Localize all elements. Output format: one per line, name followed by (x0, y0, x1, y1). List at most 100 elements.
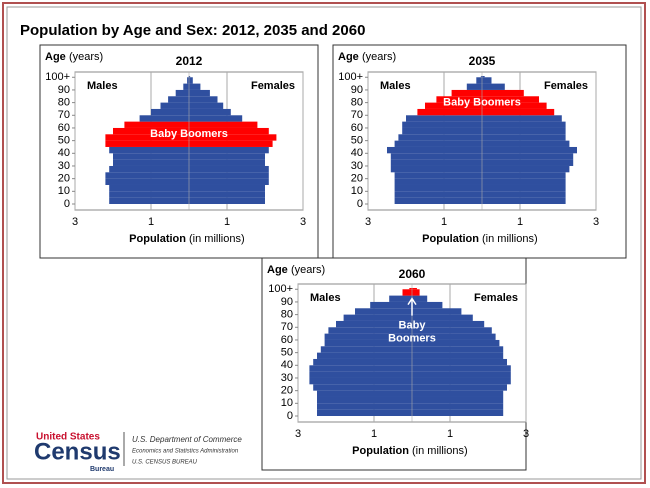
bar (412, 371, 511, 378)
bar (412, 358, 507, 366)
bar (109, 146, 189, 154)
legend-label: Males (87, 80, 118, 92)
bar (412, 288, 417, 290)
bar (412, 346, 504, 353)
bar (482, 134, 566, 141)
bar (394, 191, 482, 198)
legend-label: Females (474, 292, 518, 304)
legend-label: Males (380, 80, 411, 92)
x-tick-label: 3 (523, 428, 529, 440)
x-tick-label: 3 (365, 216, 371, 228)
chart-title: 2012 (176, 54, 203, 68)
bar (406, 115, 482, 122)
page-title: Population by Age and Sex: 2012, 2035 an… (20, 22, 365, 39)
bar (394, 178, 482, 185)
bar (394, 172, 482, 179)
bar (482, 197, 566, 204)
x-tick-label: 1 (371, 428, 377, 440)
bar (412, 403, 504, 410)
bar (187, 77, 189, 84)
x-axis-label: Population (129, 233, 186, 245)
bar (482, 102, 547, 109)
x-axis-label-unit: (in millions) (189, 233, 245, 245)
y-tick-label: 30 (281, 372, 293, 384)
annotation: Baby Boomers (388, 320, 436, 345)
x-axis-label-unit: (in millions) (482, 233, 538, 245)
bar (124, 121, 189, 128)
bar (313, 384, 412, 391)
x-tick-label: 1 (517, 216, 523, 228)
bar (482, 89, 524, 97)
bar (105, 140, 189, 147)
y-axis-label: Age (267, 264, 288, 276)
x-tick-label: 3 (593, 216, 599, 228)
bar (189, 153, 265, 160)
bar (189, 172, 269, 179)
bar (317, 352, 412, 359)
bar (390, 159, 482, 166)
bar (320, 346, 412, 353)
bar (394, 184, 482, 192)
x-tick-label: 1 (447, 428, 453, 440)
y-tick-label: 60 (58, 122, 70, 134)
bar (189, 121, 258, 128)
bar (476, 77, 482, 84)
y-tick-label: 10 (351, 185, 363, 197)
chart-title: 2035 (469, 54, 496, 68)
bar (482, 121, 566, 128)
bar (412, 301, 443, 309)
y-tick-label: 30 (351, 160, 363, 172)
bar (412, 396, 504, 404)
bar (402, 289, 412, 296)
bar (189, 146, 269, 154)
bar (328, 327, 412, 334)
y-tick-label: 100+ (338, 71, 363, 83)
annotation-line: Boomers (388, 333, 436, 345)
logo-bottom: Bureau (90, 466, 114, 473)
bar (189, 127, 269, 135)
bar (482, 178, 566, 185)
bar (109, 197, 189, 204)
slide-inner-border (6, 6, 642, 480)
bar (402, 121, 482, 128)
bar (189, 184, 265, 192)
bar (412, 352, 504, 359)
bar (109, 165, 189, 173)
bar (482, 127, 566, 135)
y-tick-label: 40 (281, 359, 293, 371)
y-tick-label: 50 (281, 347, 293, 359)
bar (189, 108, 231, 116)
bar (398, 134, 482, 141)
y-tick-label: 60 (281, 334, 293, 346)
y-tick-label: 60 (351, 122, 363, 134)
bar (113, 153, 189, 160)
bar (105, 178, 189, 185)
bar (189, 165, 269, 173)
bar (417, 108, 482, 116)
y-tick-label: 90 (351, 84, 363, 96)
y-tick-label: 100+ (45, 71, 70, 83)
bar (139, 115, 189, 122)
bar (189, 83, 201, 90)
bar (389, 295, 412, 302)
bar (160, 102, 189, 109)
bar (390, 165, 482, 173)
bar (394, 140, 482, 147)
bar (189, 159, 265, 166)
bar (482, 165, 570, 173)
y-tick-label: 0 (64, 198, 70, 210)
y-tick-label: 50 (58, 135, 70, 147)
y-axis-label: Age (45, 51, 66, 63)
bar (412, 365, 511, 372)
bar (482, 146, 577, 154)
y-tick-label: 20 (58, 173, 70, 185)
y-tick-label: 0 (357, 198, 363, 210)
x-tick-label: 1 (224, 216, 230, 228)
bar (482, 153, 574, 160)
y-tick-label: 80 (58, 97, 70, 109)
bar (412, 409, 504, 416)
bar (189, 102, 224, 109)
bar (317, 396, 412, 404)
y-tick-label: 70 (58, 109, 70, 121)
bar (189, 178, 269, 185)
